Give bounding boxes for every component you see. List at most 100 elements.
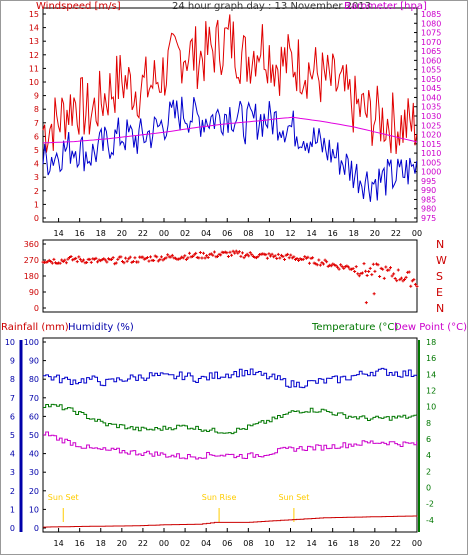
direction-point [287, 256, 291, 260]
direction-point [382, 276, 386, 280]
direction-point [315, 263, 319, 267]
direction-point [293, 257, 297, 261]
humidity-y-tick-label: 50 [29, 431, 39, 440]
direction-point [234, 249, 238, 253]
direction-point [345, 264, 349, 268]
direction-point [166, 253, 170, 257]
compass-label: S [436, 270, 443, 283]
direction-point [67, 255, 71, 259]
wind-x-tick-label: 18 [96, 229, 106, 238]
temperature-y-tick-label: 0 [426, 484, 431, 493]
dewpoint-series-line [43, 431, 418, 460]
compass-label: E [436, 286, 443, 299]
temp-x-tick-label: 08 [243, 539, 253, 548]
gust-series-line [42, 14, 418, 155]
direction-point [200, 256, 204, 260]
temperature-y-tick-label: 6 [426, 435, 431, 444]
direction-point [373, 269, 377, 273]
temp-x-tick-label: 22 [138, 539, 148, 548]
rainfall-y-tick-label: 10 [5, 338, 15, 347]
rainfall-y-tick-label: 3 [10, 468, 15, 477]
direction-point [334, 264, 338, 268]
direction-point [53, 261, 57, 265]
direction-point [256, 255, 260, 259]
direction-point [156, 259, 160, 263]
wind-y-tick-label: 6 [34, 132, 39, 141]
temp-x-tick-label: 20 [117, 539, 127, 548]
wind-x-tick-label: 14 [53, 229, 63, 238]
direction-point [206, 255, 210, 259]
windspeed-axis-label: Windspeed [m/s] [36, 1, 121, 12]
direction-point [80, 259, 84, 263]
direction-point [379, 266, 383, 270]
direction-point [311, 256, 315, 260]
direction-point [343, 265, 347, 269]
direction-point [250, 253, 254, 257]
wind-x-tick-label: 22 [391, 229, 401, 238]
rainfall-series-line [43, 515, 418, 528]
temp-x-tick-label: 10 [264, 539, 274, 548]
direction-point [365, 273, 369, 277]
temperature-y-tick-label: 4 [426, 451, 431, 460]
direction-point [63, 258, 67, 262]
wind-y-tick-label: 8 [34, 105, 39, 114]
direction-point [412, 278, 416, 282]
direction-outlier-point [364, 301, 368, 305]
humidity-y-tick-label: 10 [29, 505, 39, 514]
direction-point [281, 255, 285, 259]
direction-point [329, 264, 333, 268]
direction-point [142, 257, 146, 261]
direction-point [149, 255, 153, 259]
temp-x-tick-label: 12 [285, 539, 295, 548]
direction-point [248, 251, 252, 255]
direction-point [128, 255, 132, 259]
direction-point [407, 270, 411, 274]
temperature-axis-label: Temperature (°C) [311, 322, 398, 333]
direction-point [50, 261, 54, 265]
direction-point [298, 257, 302, 261]
direction-point [403, 277, 407, 281]
humidity-y-tick-label: 80 [29, 375, 39, 384]
direction-point [147, 259, 151, 263]
direction-point [145, 256, 149, 260]
sun-event-label: Sun Set [48, 493, 79, 502]
direction-point [339, 263, 343, 267]
barometer-y-tick-label: 980 [421, 205, 436, 214]
barometer-y-tick-label: 1080 [421, 19, 441, 28]
direction-point [72, 257, 76, 261]
barometer-axis-label: Barometer [hpa] [344, 1, 427, 12]
direction-y-tick-label: 0 [34, 304, 39, 313]
direction-point [317, 258, 321, 262]
direction-point [212, 250, 216, 254]
direction-point [163, 257, 167, 261]
dewpoint-axis-label: Dew Point (°C) [394, 322, 467, 333]
direction-point [52, 257, 56, 261]
direction-point [342, 266, 346, 270]
temp-x-tick-label: 14 [53, 539, 63, 548]
direction-point [169, 255, 173, 259]
temperature-y-tick-label: -2 [426, 500, 434, 509]
temp-x-tick-label: 14 [306, 539, 316, 548]
direction-point [105, 260, 109, 264]
wind-y-tick-label: 14 [29, 24, 39, 33]
temp-x-tick-label: 00 [159, 539, 169, 548]
direction-point [205, 254, 209, 258]
humidity-y-tick-label: 90 [29, 357, 39, 366]
direction-point [307, 261, 311, 265]
humidity-series-line [43, 367, 418, 389]
compass-label: W [436, 254, 447, 267]
direction-outlier-point [372, 292, 376, 296]
direction-point [92, 257, 96, 261]
direction-point [244, 254, 248, 258]
temperature-y-tick-label: 14 [426, 370, 436, 379]
direction-point [276, 252, 280, 256]
direction-point [217, 252, 221, 256]
direction-point [61, 259, 65, 263]
direction-point [97, 258, 101, 262]
direction-point [290, 256, 294, 260]
direction-point [404, 275, 408, 279]
direction-point [103, 258, 107, 262]
wind-x-tick-label: 08 [243, 229, 253, 238]
temp-x-tick-label: 20 [370, 539, 380, 548]
direction-point [392, 272, 396, 276]
